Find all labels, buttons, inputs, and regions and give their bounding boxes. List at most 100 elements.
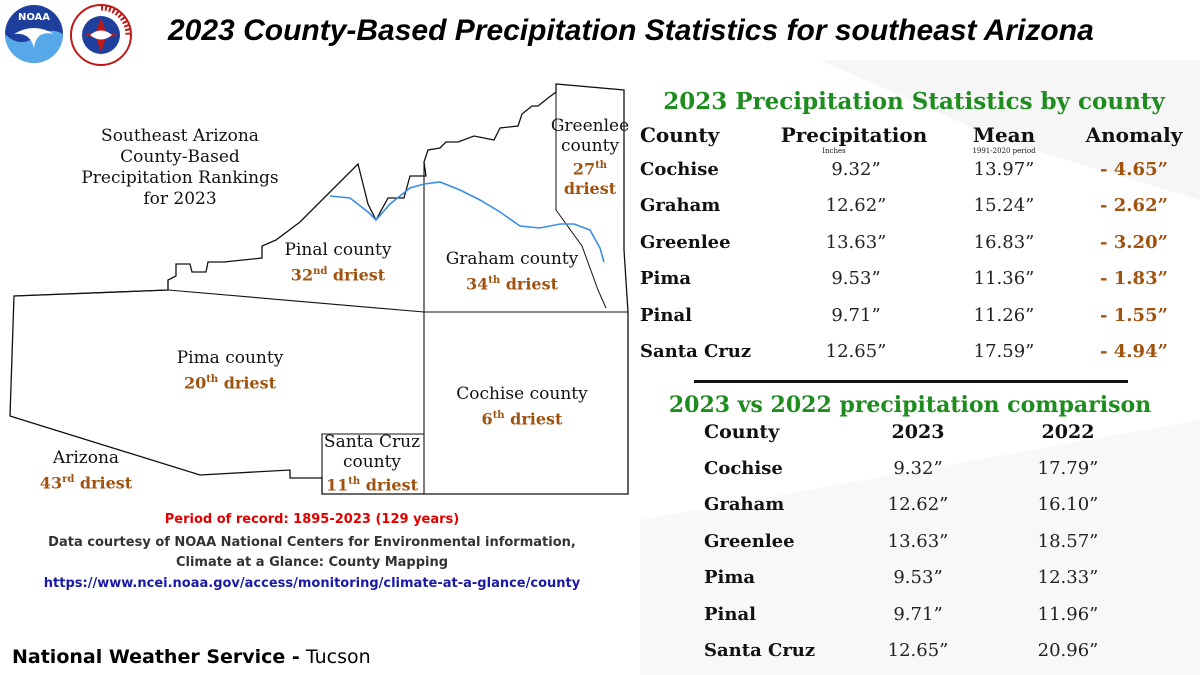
state-name: Arizona <box>52 448 120 468</box>
map-heading: Southeast Arizona County-Based Precipita… <box>81 126 278 210</box>
stats-subheader-period: 1991-2020 period <box>972 147 1036 155</box>
stats-row-anomaly: - 2.62” <box>1100 195 1168 216</box>
county-rank-word: driest <box>563 179 617 199</box>
county-label-cochise: Cochise county 6th driest <box>456 384 587 429</box>
table-divider <box>694 380 1128 383</box>
county-rank: 11th driest <box>325 475 419 495</box>
stats-row-precipitation: 9.71” <box>831 305 881 326</box>
stats-row-anomaly: - 4.94” <box>1100 341 1168 362</box>
stats-row-mean: 15.24” <box>973 195 1035 216</box>
map-heading-line-3: Precipitation Rankings <box>81 168 279 188</box>
noaa-logo-text: NOAA <box>18 12 50 23</box>
compare-row-2023: 13.63” <box>887 531 949 552</box>
stats-row-county: Pima <box>640 268 692 289</box>
stats-header-precipitation: Precipitation <box>780 123 928 147</box>
compare-row-county: Greenlee <box>704 531 795 552</box>
county-label-pima: Pima county 20th driest <box>177 348 284 393</box>
map-outline <box>9 83 629 495</box>
nws-logo <box>70 4 132 66</box>
stats-row-anomaly: - 1.55” <box>1100 305 1168 326</box>
stats-header-anomaly: Anomaly <box>1085 123 1183 147</box>
stats-row-precipitation: 13.63” <box>825 232 887 253</box>
county-name: Greenlee <box>550 116 630 136</box>
compare-row-2022: 17.79” <box>1037 458 1099 479</box>
compare-row-2023: 9.53” <box>893 567 943 588</box>
compare-row-county: Pima <box>704 567 756 588</box>
page-title: 2023 County-Based Precipitation Statisti… <box>168 14 1094 47</box>
county-rank: 20th driest <box>183 373 276 393</box>
county-rank: 6th driest <box>481 409 563 429</box>
stats-row-precipitation: 12.62” <box>825 195 887 216</box>
stats-row-mean: 11.36” <box>973 268 1035 289</box>
period-of-record: Period of record: 1895-2023 (129 years) <box>164 512 460 527</box>
stats-row-mean: 13.97” <box>973 159 1035 180</box>
compare-row-2022: 18.57” <box>1037 531 1099 552</box>
stats-row-anomaly: - 3.20” <box>1100 232 1168 253</box>
compare-row-2022: 20.96” <box>1037 640 1099 661</box>
compare-row-2022: 16.10” <box>1037 494 1099 515</box>
county-line-greenlee <box>555 92 607 309</box>
stats-row-county: Greenlee <box>640 232 731 253</box>
stats-header-mean: Mean <box>972 123 1036 147</box>
stats-row-county: Santa Cruz <box>640 341 752 362</box>
stats-header-county: County <box>640 123 720 147</box>
stats-row-precipitation: 9.53” <box>831 268 881 289</box>
compare-row-county: Graham <box>704 494 785 515</box>
map-heading-line-2: County-Based <box>120 147 240 167</box>
compare-row-2023: 9.71” <box>893 604 943 625</box>
office-signature: National Weather Service - Tucson <box>12 646 371 668</box>
map-heading-line-4: for 2023 <box>143 189 217 209</box>
noaa-logo: NOAA <box>4 4 64 64</box>
stats-table-title: 2023 Precipitation Statistics by county <box>663 88 1165 115</box>
data-source-link[interactable]: https://www.ncei.noaa.gov/access/monitor… <box>43 576 581 591</box>
compare-row-2023: 12.62” <box>887 494 949 515</box>
stats-row-county: Pinal <box>640 305 692 326</box>
stats-subheader-inches: Inches <box>822 147 846 155</box>
compare-row-2022: 11.96” <box>1037 604 1099 625</box>
county-rank: 32nd driest <box>290 265 386 285</box>
county-name-line2: county <box>560 136 620 156</box>
stats-row-anomaly: - 1.83” <box>1100 268 1168 289</box>
compare-header-county: County <box>704 421 780 443</box>
county-label-santacruz: Santa Cruz county 11th driest <box>324 432 420 495</box>
stats-row-precipitation: 12.65” <box>825 341 887 362</box>
county-name: Graham county <box>445 249 579 269</box>
stats-row-anomaly: - 4.65” <box>1100 159 1168 180</box>
compare-row-2022: 12.33” <box>1037 567 1099 588</box>
data-courtesy-line-1: Data courtesy of NOAA National Centers f… <box>48 535 576 550</box>
map-heading-line-1: Southeast Arizona <box>101 126 259 146</box>
compare-row-county: Santa Cruz <box>704 640 816 661</box>
county-name: Pinal county <box>284 240 392 260</box>
stats-row-county: Cochise <box>640 159 719 180</box>
stats-row-mean: 16.83” <box>973 232 1035 253</box>
county-line-santacruz <box>321 433 424 478</box>
county-name: Pima county <box>176 348 284 368</box>
compare-row-county: Cochise <box>704 458 783 479</box>
county-label-greenlee: Greenlee county 27th driest <box>551 116 629 199</box>
county-map <box>9 83 629 495</box>
gila-river <box>329 181 605 263</box>
state-label-arizona: Arizona 43rd driest <box>40 448 132 493</box>
compare-header-2023: 2023 <box>891 421 945 443</box>
compare-header-2022: 2022 <box>1041 421 1095 443</box>
stats-row-county: Graham <box>640 195 721 216</box>
compare-row-county: Pinal <box>704 604 756 625</box>
county-label-graham: Graham county 34th driest <box>446 249 579 294</box>
compare-row-2023: 12.65” <box>887 640 949 661</box>
compare-table-title: 2023 vs 2022 precipitation comparison <box>668 392 1152 418</box>
county-rank: 34th driest <box>465 274 559 294</box>
county-name: Santa Cruz <box>323 432 421 452</box>
stats-row-precipitation: 9.32” <box>831 159 881 180</box>
county-name-line2: county <box>342 452 402 472</box>
data-courtesy-line-2: Climate at a Glance: County Mapping <box>175 555 449 570</box>
county-name: Cochise county <box>456 384 588 404</box>
compare-row-2023: 9.32” <box>893 458 943 479</box>
office-name: Tucson <box>305 646 371 668</box>
county-rank: 27th <box>572 159 608 179</box>
stats-row-mean: 11.26” <box>973 305 1035 326</box>
county-label-pinal: Pinal county 32nd driest <box>285 240 392 285</box>
office-agency: National Weather Service - <box>12 646 300 668</box>
stats-row-mean: 17.59” <box>973 341 1035 362</box>
state-rank: 43rd driest <box>39 473 133 493</box>
